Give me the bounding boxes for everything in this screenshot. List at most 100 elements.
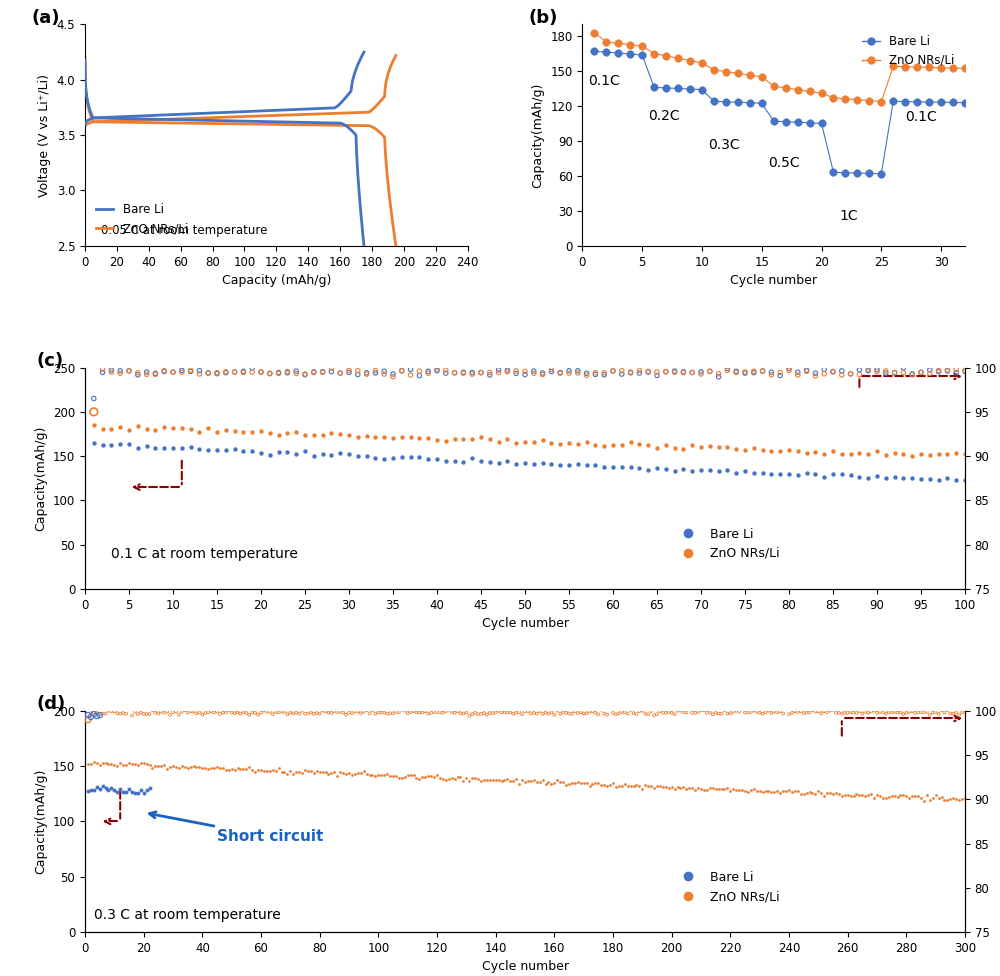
Point (570, 457, 586, 472)
Point (347, 704, 363, 719)
Point (957, 363, 973, 379)
Point (142, 781, 158, 796)
Point (250, 707, 266, 722)
Point (758, 705, 774, 720)
Point (939, 447, 955, 463)
Point (265, 707, 281, 722)
Point (828, 705, 844, 720)
Point (884, 789, 900, 804)
Point (552, 436, 568, 452)
Point (605, 363, 621, 379)
Point (584, 704, 600, 719)
Point (186, 704, 202, 719)
Point (86, 782, 102, 797)
Point (200, 705, 216, 720)
Point (573, 705, 589, 720)
Point (491, 365, 507, 381)
Point (320, 705, 336, 720)
Point (438, 453, 454, 468)
Point (353, 765, 369, 781)
Point (684, 780, 700, 795)
Point (834, 363, 850, 379)
Point (546, 775, 562, 791)
Point (156, 440, 172, 456)
Point (224, 761, 240, 777)
Point (851, 787, 867, 802)
Point (942, 792, 958, 807)
Point (602, 701, 618, 716)
Point (218, 365, 234, 381)
Point (435, 705, 451, 720)
Point (112, 755, 128, 771)
Point (379, 706, 395, 721)
Point (526, 363, 542, 379)
Point (455, 365, 471, 381)
Point (892, 788, 908, 803)
Point (863, 787, 879, 802)
Point (860, 788, 876, 803)
Point (699, 705, 715, 720)
Point (147, 757, 163, 773)
Point (517, 704, 533, 719)
Point (951, 793, 967, 808)
Point (92, 757, 108, 773)
Point (464, 431, 480, 447)
Point (957, 446, 973, 462)
Point (95, 778, 111, 793)
Point (705, 707, 721, 722)
Point (230, 705, 246, 720)
Point (752, 705, 768, 720)
Point (92, 707, 108, 722)
Point (403, 767, 419, 783)
Point (417, 704, 433, 719)
Point (781, 466, 797, 481)
Point (394, 450, 410, 466)
Point (385, 706, 401, 721)
Point (526, 456, 542, 471)
Point (411, 430, 427, 446)
Point (271, 760, 287, 776)
Point (406, 767, 422, 783)
Point (335, 765, 351, 781)
Point (693, 703, 709, 718)
Point (810, 704, 826, 719)
Point (232, 706, 248, 721)
Point (473, 773, 489, 789)
Point (241, 707, 257, 722)
Point (494, 774, 510, 790)
Point (250, 762, 266, 778)
Point (772, 785, 788, 800)
Point (499, 431, 515, 447)
Point (787, 783, 803, 798)
Point (180, 760, 196, 776)
Point (329, 704, 345, 719)
Point (414, 770, 430, 786)
Point (878, 706, 894, 721)
Point (262, 366, 278, 382)
Point (555, 775, 571, 791)
Point (907, 706, 923, 721)
Point (535, 772, 551, 788)
Point (543, 362, 559, 378)
Point (931, 446, 947, 462)
Point (520, 704, 536, 719)
Point (942, 706, 958, 721)
Point (297, 706, 313, 721)
Point (596, 777, 612, 793)
Point (341, 705, 357, 720)
Point (831, 787, 847, 802)
Point (191, 705, 207, 720)
Point (737, 705, 753, 720)
Point (206, 760, 222, 776)
Point (851, 445, 867, 461)
Point (156, 705, 172, 720)
Point (623, 434, 639, 450)
Point (535, 455, 551, 470)
Point (910, 789, 926, 804)
Point (259, 704, 275, 719)
Point (235, 705, 251, 720)
Point (332, 427, 348, 442)
Point (494, 705, 510, 720)
Point (400, 767, 416, 783)
Point (631, 362, 647, 378)
